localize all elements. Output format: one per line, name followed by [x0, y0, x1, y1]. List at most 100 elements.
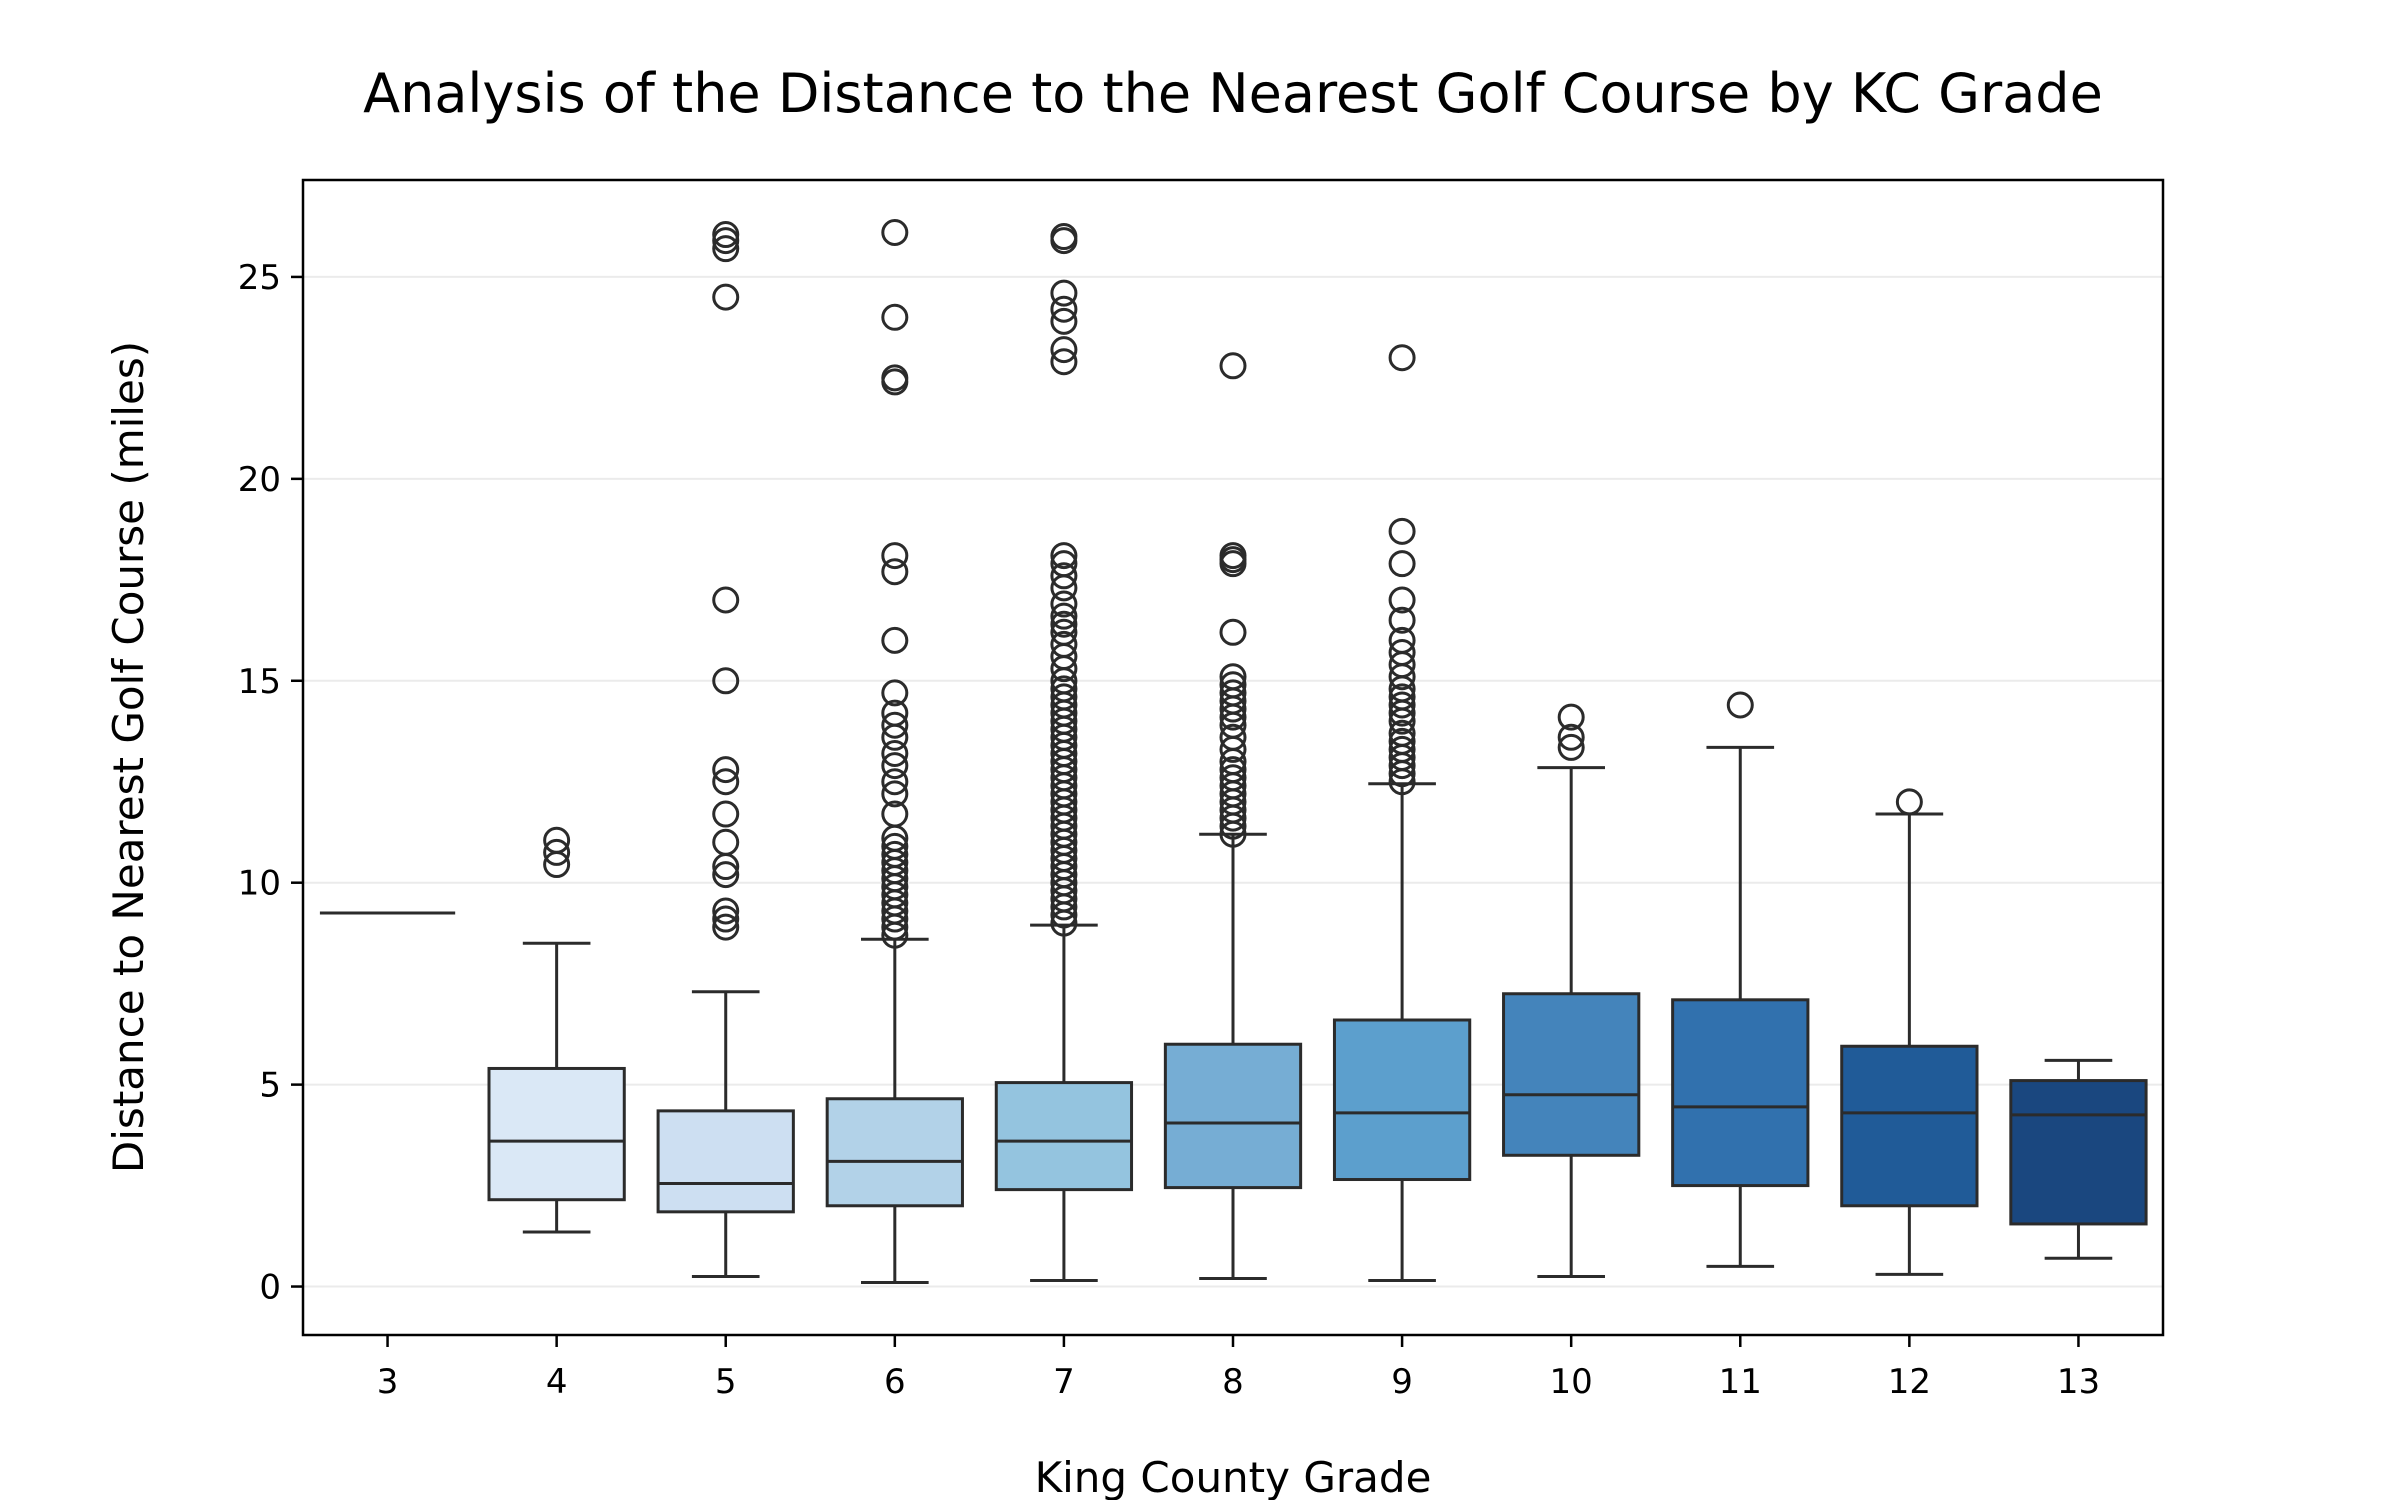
box-iqr: [1332, 1018, 1472, 1182]
outlier-point: [712, 905, 740, 933]
outlier-point: [1388, 344, 1416, 372]
box-iqr: [825, 1097, 964, 1208]
x-tick-label: 9: [1391, 1362, 1413, 1402]
outlier-point: [1050, 683, 1078, 711]
outlier-point: [712, 586, 740, 614]
outlier-point: [1050, 675, 1078, 703]
box-iqr: [487, 1066, 626, 1202]
outlier-point: [881, 840, 909, 868]
outlier-point: [1388, 727, 1416, 755]
outlier-point: [1050, 630, 1078, 658]
x-axis-label: King County Grade: [1035, 1453, 1432, 1500]
box-group-grade-6: [825, 219, 964, 1284]
outlier-point: [881, 780, 909, 808]
box-group-grade-10: [1502, 703, 1641, 1278]
y-tick-label: 15: [238, 662, 281, 702]
box-group-grade-11: [1671, 691, 1810, 1268]
y-tick-label: 25: [238, 258, 281, 298]
outlier-point: [712, 235, 740, 263]
outlier-point: [1726, 691, 1754, 719]
box-group-grade-4: [487, 826, 626, 1234]
outlier-point: [1219, 679, 1247, 707]
x-tick-label: 3: [377, 1362, 399, 1402]
outlier-point: [881, 800, 909, 828]
outlier-point: [1388, 639, 1416, 666]
outlier-point: [712, 897, 740, 925]
outlier-point: [1557, 703, 1585, 731]
box-iqr: [1502, 992, 1641, 1157]
y-axis-label: Distance to Nearest Golf Course (miles): [104, 341, 153, 1173]
x-tick-label: 10: [1550, 1362, 1593, 1402]
box-group-grade-5: [656, 221, 795, 1278]
outlier-point: [1219, 723, 1247, 751]
y-tick-label: 10: [238, 864, 281, 904]
box-iqr: [1163, 1042, 1303, 1190]
outlier-point: [712, 913, 740, 941]
outlier-point: [712, 828, 740, 856]
outlier-point: [881, 542, 909, 570]
x-tick-label: 13: [2057, 1362, 2100, 1402]
outlier-point: [1050, 336, 1078, 364]
outlier-point: [881, 219, 909, 246]
outlier-point: [881, 711, 909, 739]
outlier-point: [712, 800, 740, 828]
outlier-point: [1050, 295, 1078, 323]
boxes: [319, 219, 2148, 1284]
outlier-point: [1388, 683, 1416, 711]
outlier-point: [881, 752, 909, 780]
outlier-point: [881, 832, 909, 860]
outlier-point: [1050, 348, 1078, 376]
y-tick-label: 0: [259, 1268, 281, 1308]
outlier-point: [881, 679, 909, 707]
x-tick-label: 11: [1719, 1362, 1762, 1402]
outlier-point: [881, 364, 909, 392]
outlier-point: [1388, 550, 1416, 578]
outlier-point: [712, 861, 740, 889]
box-group-grade-9: [1332, 344, 1472, 1282]
outlier-point: [1219, 352, 1247, 380]
y-axis-ticks: 0 5 10 15 20 25: [238, 258, 303, 1308]
outlier-point: [881, 768, 909, 796]
outlier-point: [1050, 618, 1078, 646]
outlier-point: [1219, 618, 1247, 646]
outlier-point: [1219, 756, 1247, 784]
outlier-point: [881, 699, 909, 727]
box-group-grade-12: [1840, 788, 1979, 1276]
outlier-point: [1050, 590, 1078, 618]
outlier-point: [881, 626, 909, 654]
outlier-point: [712, 283, 740, 311]
outlier-point: [712, 667, 740, 695]
outlier-point: [712, 756, 740, 784]
box-iqr: [1671, 998, 1810, 1188]
outlier-point: [1388, 735, 1416, 763]
chart-title: Analysis of the Distance to the Nearest …: [363, 62, 2103, 125]
box-group-grade-7: [994, 223, 1134, 1282]
outlier-point: [1050, 602, 1078, 630]
outlier-point: [1219, 671, 1247, 699]
x-tick-label: 6: [884, 1362, 906, 1402]
x-tick-label: 4: [546, 1362, 568, 1402]
box-iqr: [1840, 1044, 1979, 1208]
outlier-point: [1388, 586, 1416, 614]
x-axis-ticks: 3 4 5 6 7 8 9 10 11 12 13: [377, 1335, 2100, 1402]
outlier-point: [543, 838, 571, 866]
outlier-point: [1050, 279, 1078, 307]
x-tick-label: 7: [1053, 1362, 1075, 1402]
x-tick-label: 8: [1222, 1362, 1244, 1402]
x-tick-label: 12: [1888, 1362, 1931, 1402]
outlier-point: [1388, 719, 1416, 747]
outlier-point: [1050, 562, 1078, 590]
outlier-point: [1895, 788, 1923, 816]
outlier-point: [1050, 307, 1078, 335]
outlier-point: [1050, 550, 1078, 578]
y-tick-label: 5: [259, 1066, 281, 1106]
x-tick-label: 5: [715, 1362, 737, 1402]
box-iqr: [656, 1109, 795, 1214]
y-tick-label: 20: [238, 460, 281, 500]
outlier-point: [1557, 723, 1585, 751]
outlier-point: [1388, 691, 1416, 719]
outlier-point: [1557, 733, 1585, 761]
outlier-point: [881, 303, 909, 331]
